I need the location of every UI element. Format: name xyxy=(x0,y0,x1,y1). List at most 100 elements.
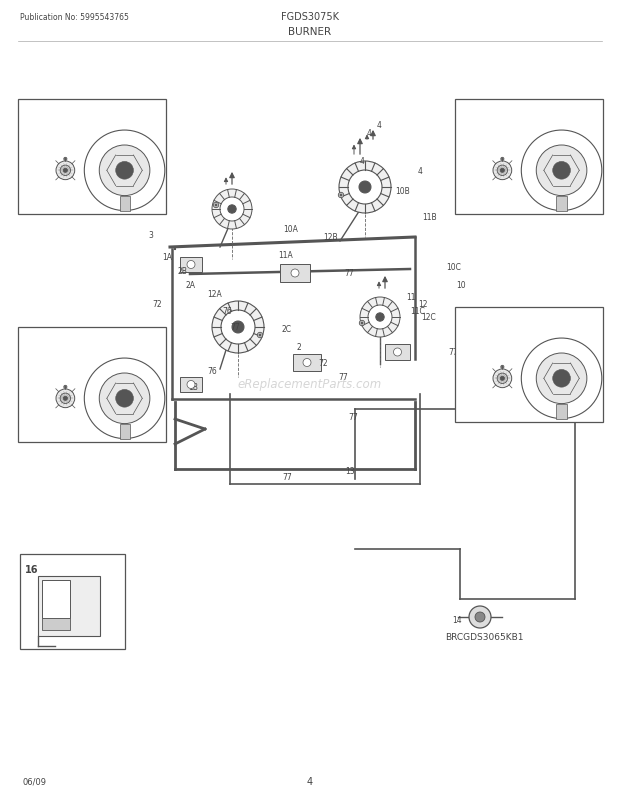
Text: 10B: 10B xyxy=(395,187,410,196)
Bar xyxy=(42,618,70,630)
Text: 10A: 10A xyxy=(283,225,298,234)
Text: 12A: 12A xyxy=(207,290,222,299)
Circle shape xyxy=(220,198,244,221)
Bar xyxy=(385,345,410,361)
Text: 77: 77 xyxy=(448,348,458,357)
Bar xyxy=(293,354,321,371)
Bar xyxy=(120,196,130,212)
Text: 37: 37 xyxy=(460,365,471,374)
Text: BURNER: BURNER xyxy=(288,27,332,37)
Text: 11: 11 xyxy=(460,110,474,119)
Text: 16: 16 xyxy=(25,565,38,574)
Circle shape xyxy=(359,182,371,194)
Circle shape xyxy=(501,158,504,161)
Text: 4: 4 xyxy=(360,157,365,166)
Circle shape xyxy=(56,390,75,408)
Circle shape xyxy=(339,193,343,198)
Text: 11A: 11A xyxy=(23,338,45,347)
Text: 44: 44 xyxy=(495,110,505,119)
Circle shape xyxy=(84,358,165,439)
Circle shape xyxy=(187,381,195,389)
Text: 11A: 11A xyxy=(278,250,293,259)
Circle shape xyxy=(64,159,66,160)
Text: 2B: 2B xyxy=(177,267,187,276)
Circle shape xyxy=(257,333,263,338)
Text: 2C: 2C xyxy=(282,325,292,334)
Bar xyxy=(280,265,310,282)
Text: 10: 10 xyxy=(456,280,466,290)
Text: 3: 3 xyxy=(148,231,153,241)
Circle shape xyxy=(215,205,217,207)
Circle shape xyxy=(552,162,570,180)
Text: 11B: 11B xyxy=(23,110,45,119)
Text: 14: 14 xyxy=(452,616,462,625)
Text: 47: 47 xyxy=(572,157,583,166)
Circle shape xyxy=(360,321,365,326)
Circle shape xyxy=(536,354,587,404)
Circle shape xyxy=(64,386,67,389)
Circle shape xyxy=(213,203,219,209)
Circle shape xyxy=(339,162,391,214)
Circle shape xyxy=(116,390,133,407)
Circle shape xyxy=(361,322,363,325)
Text: 12: 12 xyxy=(418,300,428,309)
Circle shape xyxy=(60,166,71,176)
Text: 77: 77 xyxy=(230,323,240,332)
Text: 4: 4 xyxy=(377,121,382,131)
Text: 13: 13 xyxy=(345,467,355,476)
Bar xyxy=(18,100,166,215)
Circle shape xyxy=(360,298,400,338)
Circle shape xyxy=(348,171,382,205)
Circle shape xyxy=(99,146,150,196)
Text: 47: 47 xyxy=(135,385,146,394)
Circle shape xyxy=(232,322,244,334)
Circle shape xyxy=(502,159,503,160)
Circle shape xyxy=(502,367,503,368)
Text: 1B: 1B xyxy=(188,383,198,392)
Circle shape xyxy=(187,261,195,269)
Circle shape xyxy=(99,374,150,424)
Text: 44A: 44A xyxy=(58,338,74,346)
Text: 44C: 44C xyxy=(495,318,512,326)
Circle shape xyxy=(368,306,392,330)
Circle shape xyxy=(64,158,67,161)
Circle shape xyxy=(221,310,255,345)
Bar xyxy=(18,327,166,443)
Text: 10C: 10C xyxy=(446,263,461,272)
Circle shape xyxy=(212,302,264,354)
Circle shape xyxy=(469,606,491,628)
Text: 12C: 12C xyxy=(421,313,436,322)
Bar xyxy=(20,554,125,649)
Circle shape xyxy=(500,377,505,381)
Circle shape xyxy=(212,190,252,229)
Text: 06/09: 06/09 xyxy=(22,776,46,785)
Circle shape xyxy=(475,612,485,622)
Text: 37: 37 xyxy=(23,157,33,166)
Text: 2A: 2A xyxy=(185,280,195,290)
Text: 2: 2 xyxy=(297,343,302,352)
Circle shape xyxy=(501,366,504,369)
Text: FGDS3075K: FGDS3075K xyxy=(281,12,339,22)
Text: 11: 11 xyxy=(406,294,415,302)
Bar xyxy=(42,581,70,618)
Bar xyxy=(180,378,202,392)
Text: Publication No: 5995543765: Publication No: 5995543765 xyxy=(20,13,129,22)
Circle shape xyxy=(63,169,68,173)
Circle shape xyxy=(60,394,71,404)
Text: 76: 76 xyxy=(207,367,217,376)
Text: 4: 4 xyxy=(367,128,372,137)
Bar xyxy=(455,308,603,423)
Circle shape xyxy=(228,205,236,214)
Bar xyxy=(180,257,202,273)
Circle shape xyxy=(497,374,508,384)
Text: 37: 37 xyxy=(460,157,471,166)
Text: 44B: 44B xyxy=(58,110,74,119)
Circle shape xyxy=(552,370,570,387)
Text: 12B: 12B xyxy=(323,233,338,242)
Text: BRCGDS3065KB1: BRCGDS3065KB1 xyxy=(445,633,523,642)
Circle shape xyxy=(116,162,133,180)
Bar xyxy=(120,424,130,439)
Text: 47: 47 xyxy=(135,157,146,166)
Text: 11C: 11C xyxy=(460,318,482,327)
Text: 77: 77 xyxy=(338,373,348,382)
